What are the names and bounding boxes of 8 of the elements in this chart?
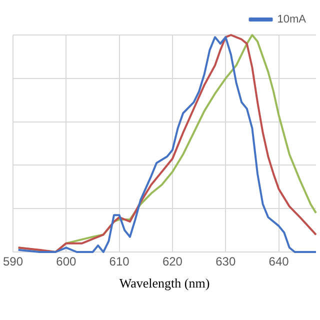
- x-tick-label: 620: [162, 254, 183, 269]
- x-tick-label: 640: [268, 254, 290, 269]
- x-tick-label: 630: [216, 254, 236, 269]
- x-tick-label: 610: [109, 254, 130, 269]
- x-axis-title: Wavelength (nm): [119, 276, 210, 291]
- x-tick-label: 600: [56, 254, 76, 269]
- x-tick-label: 590: [2, 254, 24, 269]
- legend-label: 10mA: [277, 14, 307, 26]
